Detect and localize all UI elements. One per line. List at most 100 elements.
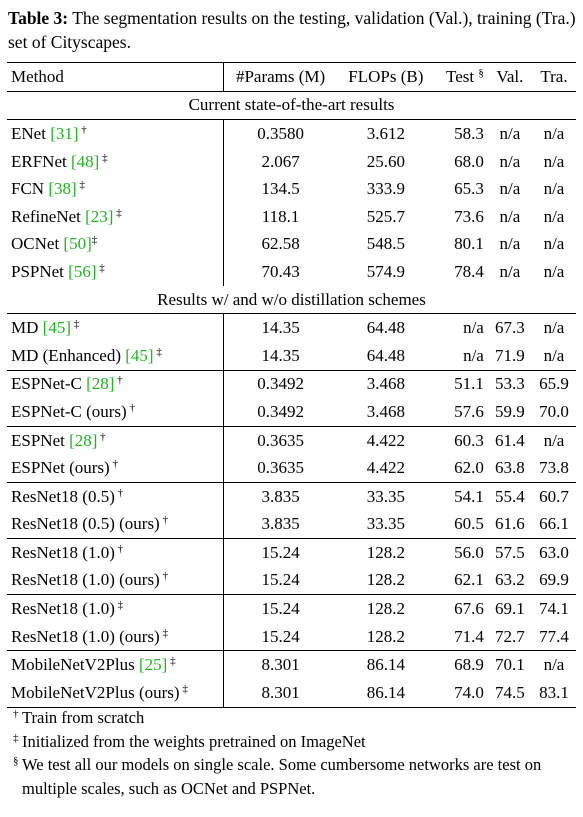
flops-cell: 4.422 <box>337 425 435 455</box>
params-cell: 15.24 <box>261 626 300 646</box>
footnote-marker: ‡ <box>114 599 124 612</box>
footnote-mark: ‡ <box>13 731 19 744</box>
flops-cell: 548.5 <box>366 234 405 254</box>
flops-cell: 33.35 <box>366 514 405 534</box>
footnote-marker: ‡ <box>167 655 176 668</box>
citation-link[interactable]: [50] <box>63 234 92 254</box>
method-cell: PSPNet [56] ‡ <box>7 258 224 286</box>
table-row: RefineNet [23] ‡ 118.1 525.7 73.6 n/a n/a <box>7 202 576 231</box>
method-cell: MobileNetV2Plus [25] ‡ <box>7 650 224 680</box>
val-cell: 71.9 <box>495 345 525 365</box>
method-name: MD <box>11 318 43 338</box>
table-row: ENet [31] † 0.3580 3.612 58.3 n/a n/a <box>7 119 576 148</box>
table-row: ERFNet [48] ‡ 2.067 25.60 68.0 n/a n/a <box>7 147 576 176</box>
method-name: ResNet18 (1.0) <box>11 599 115 619</box>
citation-link[interactable]: [28] <box>86 374 115 394</box>
tra-cell: n/a <box>543 234 565 254</box>
val-cell: 69.1 <box>487 594 532 623</box>
params-cell: 134.5 <box>261 179 300 199</box>
method-name: MobileNetV2Plus <box>11 655 139 675</box>
test-cell: 71.4 <box>454 626 484 646</box>
val-cell: n/a <box>499 123 521 143</box>
method-cell: MD [45] ‡ <box>7 313 224 342</box>
tra-cell: n/a <box>543 345 565 365</box>
table-row: ResNet18 (1.0) (ours) † 15.24 128.2 62.1 63.… <box>7 566 576 595</box>
flops-cell: 64.48 <box>366 345 405 365</box>
test-cell: 58.3 <box>454 123 484 143</box>
footnote-marker: ‡ <box>153 345 162 358</box>
val-cell: 59.9 <box>495 401 525 421</box>
method-name: ESPNet-C <box>11 374 87 394</box>
table-row: FCN [38] ‡ 134.5 333.9 65.3 n/a n/a <box>7 175 576 203</box>
method-cell: ENet [31] † <box>7 119 224 148</box>
footnote-marker: † <box>78 123 87 136</box>
table-row: ResNet18 (0.5) (ours) † 3.835 33.35 60.5 61.… <box>7 510 576 539</box>
flops-cell: 86.14 <box>337 650 435 680</box>
test-cell: n/a <box>463 345 484 365</box>
method-name: FCN <box>11 179 49 199</box>
footnote-marker: † <box>97 430 106 443</box>
footnote-marker: ‡ <box>113 206 122 219</box>
citation-link[interactable]: [48] <box>70 151 100 171</box>
val-cell: 61.4 <box>487 425 532 455</box>
flops-cell: 128.2 <box>366 626 405 646</box>
tra-cell: 60.7 <box>531 481 576 511</box>
method-cell: ResNet18 (1.0) † <box>7 538 224 567</box>
params-cell: 15.24 <box>223 538 338 567</box>
params-cell: 14.35 <box>261 318 300 338</box>
section-title: Current state-of-the-art results <box>7 91 576 121</box>
footnote-marker: † <box>159 514 168 527</box>
method-name: MD (Enhanced) <box>11 345 126 365</box>
citation-link[interactable]: [23] <box>85 206 114 226</box>
method-cell: ESPNet [28] † <box>7 425 224 455</box>
footnote-marker: ‡ <box>76 179 85 192</box>
method-name: ESPNet (ours) <box>11 458 110 478</box>
flops-cell: 128.2 <box>337 538 435 567</box>
params-cell: 3.835 <box>261 514 300 534</box>
table-row: ResNet18 (0.5) † 3.835 33.35 54.1 55.4 60.7 <box>7 481 576 511</box>
citation-link[interactable]: [45] <box>125 345 154 365</box>
footnote-mark: § <box>13 755 19 767</box>
val-cell: 55.4 <box>487 481 532 511</box>
test-cell: 62.1 <box>454 570 484 590</box>
method-name: ENet <box>11 123 51 143</box>
val-cell: n/a <box>499 261 521 281</box>
header-params: #Params (M) <box>223 62 338 92</box>
val-cell: 70.1 <box>487 650 532 680</box>
footnote-marker: † <box>159 570 168 583</box>
footnote-marker: ‡ <box>179 682 188 695</box>
params-cell: 2.067 <box>261 151 300 171</box>
method-cell: OCNet [50]‡ <box>7 230 224 259</box>
method-name: MobileNetV2Plus (ours) <box>11 682 180 702</box>
val-cell: 72.7 <box>495 626 525 646</box>
params-cell: 62.58 <box>261 234 300 254</box>
flops-cell: 525.7 <box>366 206 405 226</box>
method-cell: ResNet18 (1.0) (ours) ‡ <box>7 622 224 651</box>
val-cell: n/a <box>499 151 521 171</box>
footnote-marker: ‡ <box>70 318 80 331</box>
tra-cell: n/a <box>543 206 565 226</box>
method-cell: ResNet18 (1.0) (ours) † <box>7 566 224 595</box>
table-row: ResNet18 (1.0) ‡ 15.24 128.2 67.6 69.1 74.1 <box>7 594 576 623</box>
params-cell: 0.3492 <box>223 369 338 399</box>
citation-link[interactable]: [25] <box>138 655 168 675</box>
method-name: ResNet18 (1.0) <box>11 542 115 562</box>
tra-cell: n/a <box>543 151 565 171</box>
citation-link[interactable]: [56] <box>68 261 97 281</box>
table-row: ESPNet [28] † 0.3635 4.422 60.3 61.4 n/a <box>7 425 576 455</box>
tra-cell: 70.0 <box>539 401 569 421</box>
citation-link[interactable]: [28] <box>69 430 98 450</box>
tra-cell: n/a <box>543 123 565 143</box>
citation-link[interactable]: [31] <box>50 123 79 143</box>
tra-cell: 66.1 <box>539 514 569 534</box>
table-row: ESPNet-C (ours) † 0.3492 3.468 57.6 59.9 70.0 <box>7 398 576 427</box>
tra-cell: n/a <box>543 318 565 338</box>
val-cell: 57.5 <box>487 538 532 567</box>
test-cell: 57.6 <box>454 401 484 421</box>
flops-cell: 86.14 <box>337 679 435 708</box>
val-cell: 63.2 <box>495 570 525 590</box>
citation-link[interactable]: [45] <box>42 318 71 338</box>
footnote-marker: † <box>114 486 124 499</box>
params-cell: 14.35 <box>261 345 300 365</box>
citation-link[interactable]: [38] <box>48 179 77 199</box>
